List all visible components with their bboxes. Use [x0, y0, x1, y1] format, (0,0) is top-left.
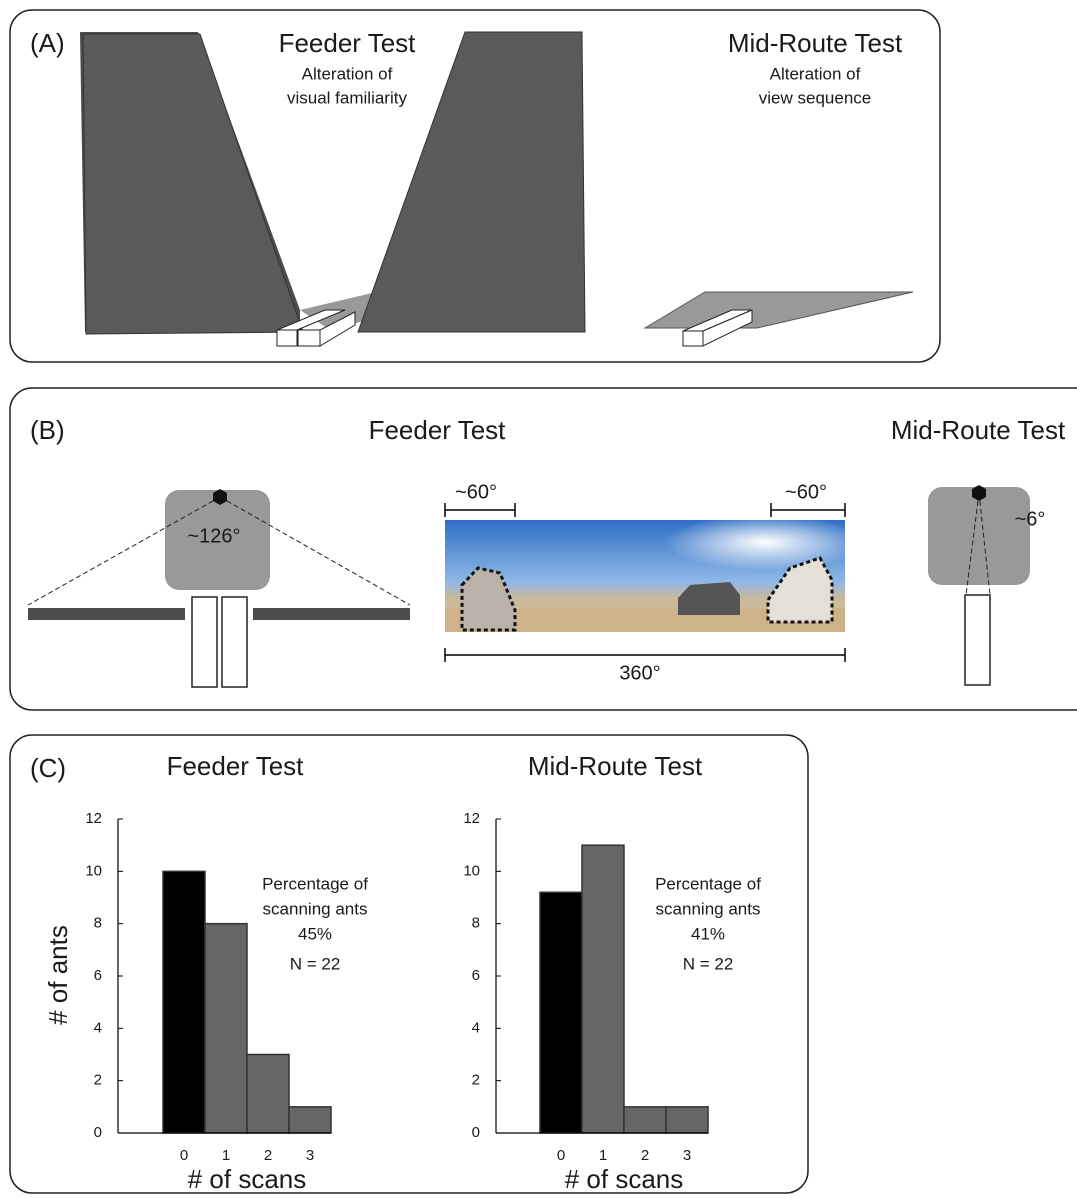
y-tick-label: 4	[94, 1019, 102, 1036]
bar	[539, 891, 583, 1134]
y-tick-label: 12	[463, 810, 480, 827]
y-tick-label: 10	[85, 862, 102, 879]
heading: Feeder Test	[369, 415, 507, 445]
bar	[246, 1053, 290, 1134]
angle-label: ~126°	[187, 525, 240, 547]
x-tick-label: 3	[306, 1147, 314, 1164]
heading: Mid-Route Test	[728, 28, 903, 58]
angle-label: 360°	[619, 662, 660, 684]
x-tick-label: 1	[222, 1147, 230, 1164]
heading: Mid-Route Test	[891, 415, 1066, 445]
subheading: Alteration of	[302, 64, 393, 83]
annotation: 45%	[298, 924, 332, 943]
panel-b-frame	[9, 387, 1077, 711]
y-tick-label: 10	[463, 862, 480, 879]
feeder-top-view	[27, 489, 411, 688]
annotation: scanning ants	[656, 899, 761, 918]
y-tick-label: 2	[94, 1072, 102, 1089]
x-tick-label: 0	[180, 1147, 188, 1164]
bar	[665, 1106, 709, 1134]
x-tick-label: 3	[683, 1147, 691, 1164]
mid-route-top-view	[928, 485, 1030, 686]
panel-a-frame	[9, 9, 941, 363]
y-tick-label: 6	[94, 967, 102, 984]
y-tick-label: 8	[94, 915, 102, 932]
angle-label: ~6°	[1015, 508, 1046, 530]
bar	[623, 1106, 667, 1134]
y-tick-label: 2	[472, 1072, 480, 1089]
bar	[162, 870, 206, 1134]
annotation: Percentage of	[655, 874, 761, 893]
mid-route-scene	[643, 291, 914, 347]
x-tick-label: 2	[641, 1147, 649, 1164]
panel-label: (A)	[30, 28, 65, 58]
bar	[581, 844, 625, 1134]
subheading: visual familiarity	[287, 88, 407, 107]
bar	[288, 1106, 332, 1134]
panorama	[444, 503, 846, 662]
x-axis-label: # of scans	[188, 1164, 307, 1194]
x-axis-label: # of scans	[565, 1164, 684, 1194]
x-tick-label: 1	[599, 1147, 607, 1164]
panel-c-frame	[9, 734, 809, 1194]
subheading: Alteration of	[770, 64, 861, 83]
y-tick-label: 6	[472, 967, 480, 984]
x-tick-label: 0	[557, 1147, 565, 1164]
chart-title: Mid-Route Test	[528, 751, 703, 781]
annotation: Percentage of	[262, 874, 368, 893]
bar	[204, 922, 248, 1134]
annotation: 41%	[691, 924, 725, 943]
chart-title: Feeder Test	[167, 751, 305, 781]
y-tick-label: 0	[472, 1124, 480, 1141]
annotation: N = 22	[290, 954, 341, 973]
feeder-scene	[80, 31, 586, 347]
angle-label: ~60°	[455, 481, 497, 503]
annotation: N = 22	[683, 954, 734, 973]
y-tick-label: 4	[472, 1019, 480, 1036]
y-tick-label: 0	[94, 1124, 102, 1141]
heading: Feeder Test	[279, 28, 417, 58]
y-axis-label: # of ants	[43, 925, 73, 1025]
angle-label: ~60°	[785, 481, 827, 503]
y-tick-label: 8	[472, 915, 480, 932]
panel-label: (C)	[30, 753, 66, 783]
x-tick-label: 2	[264, 1147, 272, 1164]
subheading: view sequence	[759, 88, 871, 107]
y-tick-label: 12	[85, 810, 102, 827]
annotation: scanning ants	[263, 899, 368, 918]
panel-label: (B)	[30, 415, 65, 445]
